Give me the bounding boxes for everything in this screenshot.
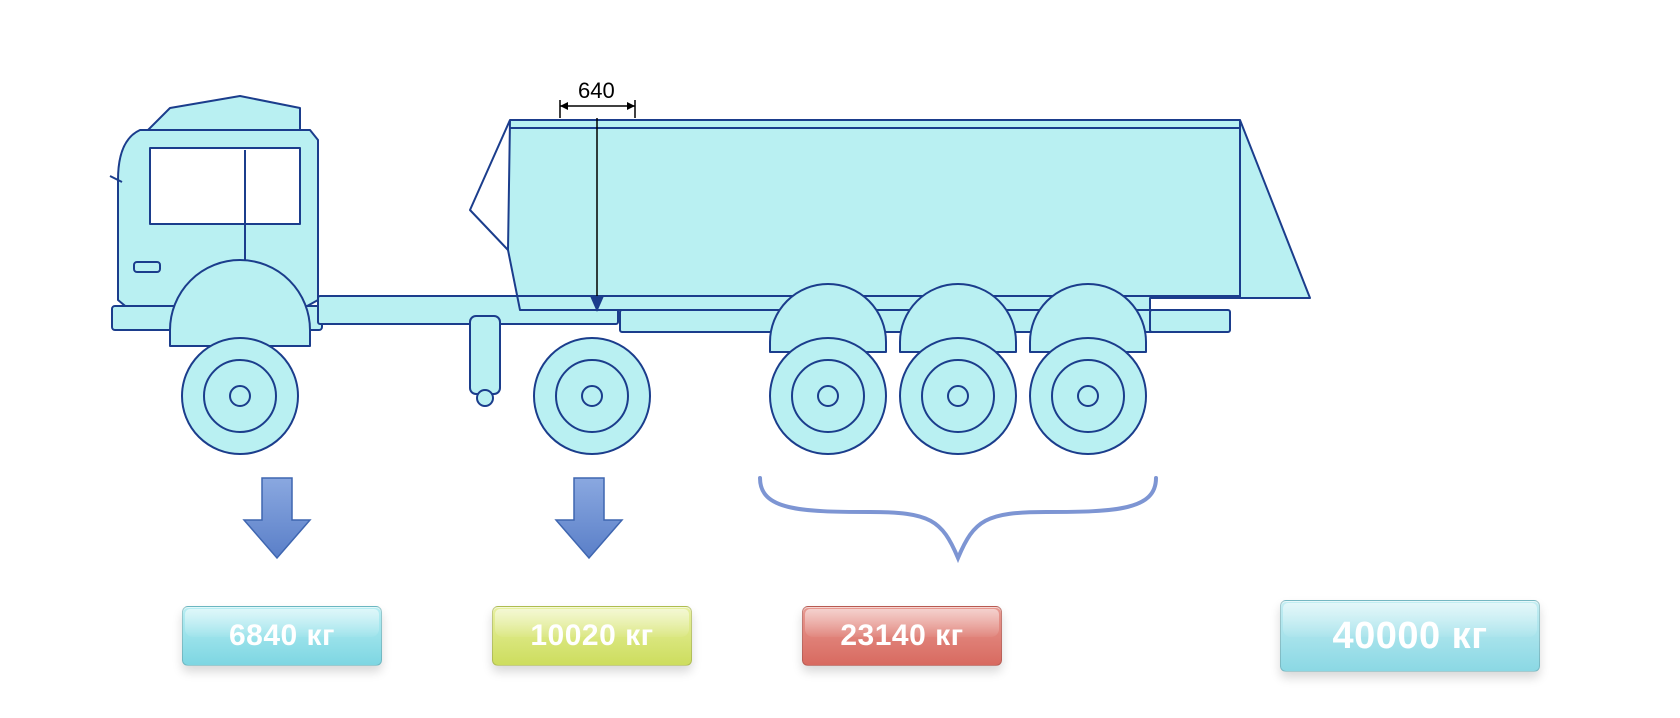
down-arrow-rear	[556, 478, 622, 558]
trailer-brace	[760, 478, 1156, 558]
diagram-stage: 640 6840 кг 10020 кг 23140 кг 40000 кг	[0, 0, 1680, 718]
weight-badge-total: 40000 кг	[1280, 600, 1540, 672]
wheel-trailer-1	[770, 338, 886, 454]
wheels	[182, 338, 1146, 454]
wheel-trailer-2	[900, 338, 1016, 454]
weight-badge-trailer-axles: 23140 кг	[802, 606, 1002, 666]
wheel-tractor-rear	[534, 338, 650, 454]
wheel-trailer-3	[1030, 338, 1146, 454]
weight-badge-front-axle: 6840 кг	[182, 606, 382, 666]
weight-badge-rear-axle: 10020 кг	[492, 606, 692, 666]
dimension-label: 640	[578, 78, 615, 104]
down-arrow-front	[244, 478, 310, 558]
wheel-tractor-front	[182, 338, 298, 454]
